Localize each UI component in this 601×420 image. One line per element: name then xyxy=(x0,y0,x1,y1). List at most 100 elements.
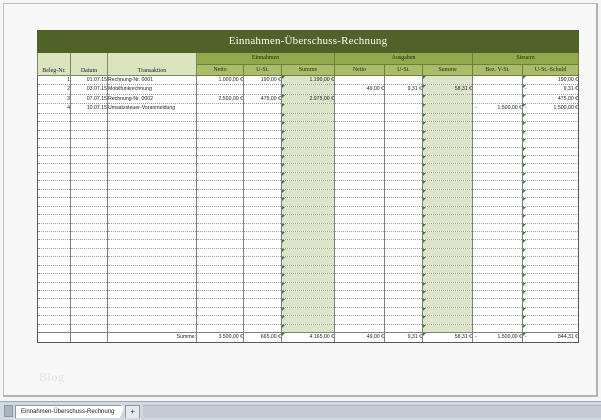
cell-transaktion[interactable] xyxy=(107,298,197,308)
cell-ust-schuld[interactable] xyxy=(521,264,580,275)
cell-beleg-nr[interactable]: 4 xyxy=(37,103,71,114)
cell-ust-schuld[interactable] xyxy=(521,222,580,232)
cell-einnahmen-ust[interactable] xyxy=(243,289,282,300)
table-row-empty[interactable] xyxy=(37,256,580,266)
cell-ausgaben-netto[interactable] xyxy=(334,256,385,266)
cell-transaktion[interactable] xyxy=(107,306,197,317)
cell-transaktion[interactable] xyxy=(107,188,197,199)
summary-row[interactable]: Summe: 3.500,00 €665,00 €4.165,00 €49,00 … xyxy=(37,332,580,343)
cell-ausgaben-summe[interactable] xyxy=(422,163,473,173)
cell-datum[interactable] xyxy=(70,146,108,157)
cell-einnahmen-ust[interactable] xyxy=(243,154,282,165)
cell-datum[interactable] xyxy=(70,281,108,292)
cell-beleg-nr[interactable]: 3 xyxy=(37,93,71,105)
table-row-empty[interactable] xyxy=(37,264,580,275)
cell-einnahmen-netto[interactable] xyxy=(196,273,244,283)
cell-transaktion[interactable] xyxy=(107,205,197,216)
cell-einnahmen-ust[interactable] xyxy=(243,222,282,232)
cell-ausgaben-netto[interactable] xyxy=(334,154,385,165)
cell-ausgaben-ust[interactable] xyxy=(384,214,423,224)
cell-transaktion[interactable] xyxy=(107,230,197,241)
cell-einnahmen-ust[interactable] xyxy=(243,323,282,334)
document-viewport[interactable]: Blog Einnahmen-Überschuss-Rechnung Beleg… xyxy=(3,3,598,397)
cell-einnahmen-netto[interactable]: 1.000,00 € xyxy=(196,74,244,86)
cell-beleg-nr[interactable] xyxy=(37,256,71,266)
cell-beleg-nr[interactable] xyxy=(37,112,71,123)
cell-datum[interactable]: 01.07.15 xyxy=(70,74,108,86)
cell-einnahmen-ust[interactable]: 190,00 € xyxy=(243,74,282,86)
cell-datum[interactable] xyxy=(70,264,108,275)
cell-ust-schuld[interactable] xyxy=(521,205,580,216)
cell-transaktion[interactable]: Rechnung-Nr. 0001 xyxy=(107,74,197,86)
cell-datum[interactable]: 03.07.15 xyxy=(70,84,108,95)
cell-beleg-nr[interactable]: 2 xyxy=(37,84,71,95)
cell-einnahmen-netto[interactable] xyxy=(196,247,244,258)
cell-einnahmen-netto[interactable] xyxy=(196,264,244,275)
cell-ust-schuld[interactable] xyxy=(521,197,580,207)
cell-ausgaben-summe[interactable] xyxy=(422,112,473,123)
cell-ust-schuld[interactable] xyxy=(521,214,580,224)
cell-einnahmen-ust[interactable] xyxy=(243,298,282,308)
cell-beleg-nr[interactable] xyxy=(37,306,71,317)
cell-einnahmen-summe[interactable] xyxy=(281,289,335,300)
cell-ausgaben-netto[interactable] xyxy=(334,239,385,249)
table-row-empty[interactable] xyxy=(37,239,580,249)
cell-einnahmen-netto[interactable] xyxy=(196,222,244,232)
cell-ausgaben-ust[interactable] xyxy=(384,138,423,148)
cell-einnahmen-netto[interactable] xyxy=(196,154,244,165)
cell-einnahmen-ust[interactable] xyxy=(243,214,282,224)
cell-ausgaben-summe[interactable] xyxy=(422,121,473,131)
cell-beleg-nr[interactable] xyxy=(37,247,71,258)
cell-einnahmen-summe[interactable] xyxy=(281,171,335,182)
cell-bez-vst[interactable] xyxy=(472,171,523,182)
cell-datum[interactable] xyxy=(70,306,108,317)
cell-einnahmen-netto[interactable] xyxy=(196,281,244,292)
cell-einnahmen-summe[interactable] xyxy=(281,121,335,131)
cell-ausgaben-summe[interactable] xyxy=(422,93,473,105)
cell-einnahmen-netto[interactable] xyxy=(196,323,244,334)
cell-ust-schuld[interactable] xyxy=(521,273,580,283)
cell-einnahmen-netto[interactable] xyxy=(196,298,244,308)
cell-ust-schuld[interactable] xyxy=(521,281,580,292)
cell-bez-vst[interactable] xyxy=(472,129,523,140)
cell-bez-vst[interactable] xyxy=(472,315,523,325)
cell-ausgaben-summe[interactable] xyxy=(422,214,473,224)
cell-beleg-nr[interactable] xyxy=(37,205,71,216)
cell-ausgaben-summe[interactable] xyxy=(422,74,473,86)
cell-ausgaben-netto[interactable] xyxy=(334,103,385,114)
cell-einnahmen-ust[interactable] xyxy=(243,171,282,182)
cell-ust-schuld[interactable] xyxy=(521,306,580,317)
cell-transaktion[interactable] xyxy=(107,239,197,249)
cell-einnahmen-summe[interactable] xyxy=(281,84,335,95)
cell-datum[interactable] xyxy=(70,205,108,216)
cell-ausgaben-ust[interactable] xyxy=(384,273,423,283)
cell-datum[interactable] xyxy=(70,121,108,131)
cell-einnahmen-ust[interactable] xyxy=(243,121,282,131)
cell-transaktion[interactable] xyxy=(107,315,197,325)
table-row[interactable]: 3 07.07.15 Rechnung-Nr. 0002 2.500,00 €475,… xyxy=(37,93,580,105)
cell-datum[interactable] xyxy=(70,180,108,190)
cell-datum[interactable] xyxy=(70,129,108,140)
cell-einnahmen-summe[interactable] xyxy=(281,163,335,173)
cell-beleg-nr[interactable] xyxy=(37,138,71,148)
cell-ust-schuld[interactable] xyxy=(521,180,580,190)
cell-ausgaben-summe[interactable] xyxy=(422,247,473,258)
cell-einnahmen-summe[interactable] xyxy=(281,154,335,165)
table-row-empty[interactable] xyxy=(37,197,580,207)
cell-ausgaben-ust[interactable] xyxy=(384,197,423,207)
cell-beleg-nr[interactable] xyxy=(37,163,71,173)
cell-datum[interactable] xyxy=(70,323,108,334)
cell-ausgaben-summe[interactable] xyxy=(422,154,473,165)
cell-ausgaben-ust[interactable] xyxy=(384,247,423,258)
cell-ausgaben-netto[interactable] xyxy=(334,273,385,283)
cell-beleg-nr[interactable]: 1 xyxy=(37,74,71,86)
cell-bez-vst[interactable] xyxy=(472,289,523,300)
cell-einnahmen-ust[interactable] xyxy=(243,84,282,95)
cell-einnahmen-ust[interactable] xyxy=(243,146,282,157)
cell-ausgaben-summe[interactable]: 58,31 € xyxy=(422,84,473,95)
cell-ausgaben-summe[interactable] xyxy=(422,197,473,207)
summary-ust-schuld[interactable]: -844,31 € xyxy=(521,332,580,343)
cell-ust-schuld[interactable] xyxy=(521,163,580,173)
cell-bez-vst[interactable] xyxy=(472,146,523,157)
cell-einnahmen-summe[interactable] xyxy=(281,239,335,249)
